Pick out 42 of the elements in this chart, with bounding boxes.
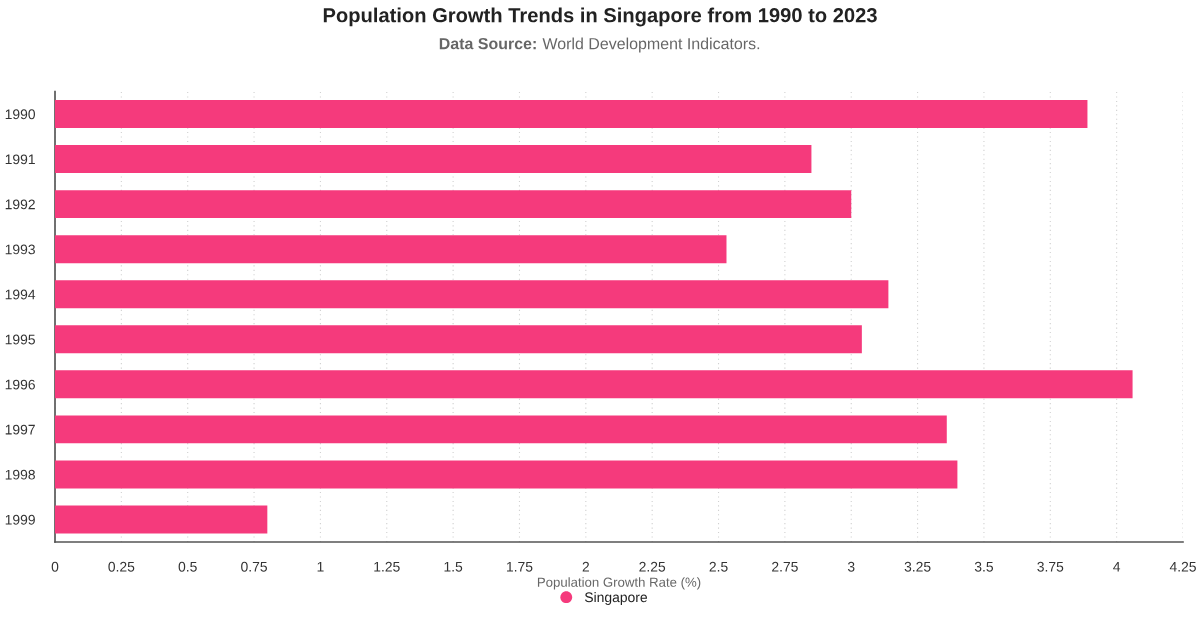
legend-label: Singapore (584, 592, 648, 605)
x-tick-label: 1.25 (374, 561, 400, 572)
x-tick-label: 1.75 (507, 561, 533, 572)
bar (55, 190, 852, 219)
chart-subtitle: Data Source: World Development Indicators. (439, 37, 760, 53)
y-tick-label: 1995 (5, 334, 35, 345)
x-tick-label: 2.75 (772, 561, 798, 572)
x-tick-label: 3 (847, 561, 855, 572)
bar (55, 370, 1133, 399)
x-tick-label: 3.5 (974, 561, 994, 572)
x-tick-label: 2.5 (709, 561, 728, 572)
y-tick-label: 1994 (5, 289, 36, 300)
x-tick-label: 0.75 (241, 561, 267, 572)
y-tick-label: 1990 (5, 109, 36, 120)
x-tick-label: 0.5 (178, 561, 197, 572)
x-tick-label: 3.75 (1037, 561, 1064, 572)
bar (55, 505, 268, 534)
bar (55, 415, 947, 444)
bar (55, 100, 1088, 128)
chart-title: Population Growth Trends in Singapore from 1990 to 2023 (323, 7, 877, 27)
x-tick-label: 2.25 (639, 561, 666, 572)
y-tick-label: 1996 (5, 379, 35, 390)
x-tick-label: 1 (317, 561, 324, 572)
x-tick-label: 4.25 (1169, 561, 1196, 572)
y-tick-label: 1998 (5, 469, 35, 480)
y-tick-label: 1999 (5, 514, 35, 525)
bar (55, 460, 958, 489)
y-tick-label: 1992 (5, 199, 35, 210)
bar (55, 235, 727, 264)
x-tick-label: 0.25 (108, 561, 135, 572)
y-tick-label: 1993 (5, 244, 35, 255)
bar (55, 325, 862, 354)
x-tick-label: 1.5 (444, 561, 463, 572)
y-tick-label: 1997 (5, 424, 35, 435)
x-tick-label: 4 (1113, 561, 1121, 572)
x-tick-label: 0 (51, 561, 59, 572)
bar (55, 145, 812, 174)
x-axis-title: Population Growth Rate (%) (537, 577, 701, 590)
x-tick-label: 3.25 (904, 561, 931, 572)
x-tick-label: 2 (582, 561, 589, 572)
y-tick-label: 1991 (5, 154, 35, 165)
bar (55, 280, 889, 309)
